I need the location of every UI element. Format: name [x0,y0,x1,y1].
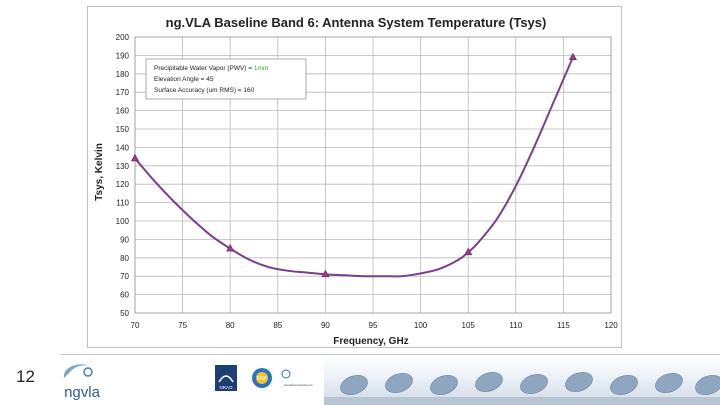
y-tick-label: 60 [120,291,129,300]
legend-pwv-value: 1mm [254,65,268,72]
x-tick-label: 85 [273,321,282,330]
legend-line-surface: Surface Accuracy (um RMS) = 160 [154,87,255,94]
antenna-dish [475,371,503,393]
antenna-dishes [340,371,720,396]
data-point-marker [130,153,140,162]
legend-line-pwv: Precipitable Water Vapor (PWV) = 1mm [154,65,268,72]
y-tick-label: 200 [116,33,130,42]
data-point-marker [321,269,330,278]
antenna-dish [655,372,683,394]
antenna-array-illustration [324,371,720,405]
x-tick-label: 120 [604,321,618,330]
grid-layer [134,36,612,314]
antenna-array-photo [324,355,720,405]
antenna-dish [340,374,368,396]
y-tick-label: 180 [116,70,130,79]
antenna-dish [430,374,458,396]
y-tick-label: 70 [120,272,129,281]
legend-box: Precipitable Water Vapor (PWV) = 1mm Ele… [145,58,307,100]
y-tick-label: 50 [120,309,129,318]
data-point-marker [568,52,577,61]
y-tick-label: 150 [116,125,130,134]
antenna-dish [520,373,548,395]
nrao-logo-arc [218,375,234,383]
page-number: 12 [16,367,35,386]
x-tick-label: 90 [321,321,330,330]
aui-logo-text: Associated Universities Inc. [284,384,314,387]
antenna-dish [610,374,638,396]
x-tick-label: 110 [509,321,522,330]
x-axis-label: Frequency, GHz [333,336,408,347]
aui-logo-mark [281,369,291,379]
legend-elevation-label: Elevation Angle = [154,76,206,83]
nrao-logo-text: NRAO [219,385,233,390]
y-tick-label: 160 [116,107,130,116]
y-tick-label: 170 [116,88,130,97]
axis-layer: 50 60 70 80 90 100 110 120 130 140 150 160 170 180 190… [116,33,619,330]
y-tick-label: 90 [120,235,129,244]
ngvla-logo-text: ngvla [64,384,101,401]
nsf-logo-sun [256,372,268,384]
legend-surface-value: 160 [243,87,254,94]
series-layer [130,52,577,278]
antenna-dish [385,372,413,394]
y-tick-label: 110 [116,199,129,208]
legend-elevation-value: 45 [206,76,214,83]
ngvla-logo-dish [83,367,93,377]
ground [324,397,720,405]
y-tick-label: 100 [116,217,130,226]
nrao-logo-badge [215,365,237,391]
data-point-marker [226,243,235,252]
y-tick-label: 130 [116,162,130,171]
antenna-dish [565,371,593,393]
chart-title: ng.VLA Baseline Band 6: Antenna System T… [166,15,547,30]
nrao-logo: NRAO [215,365,237,391]
chart-svg: ng.VLA Baseline Band 6: Antenna System T… [94,15,619,347]
y-tick-label: 190 [116,51,130,60]
y-tick-label: 140 [116,143,130,152]
series-line-tsys [134,56,574,278]
aui-logo: Associated Universities Inc. [281,369,314,387]
legend-box-border [145,58,307,100]
x-tick-label: 105 [462,321,476,330]
nsf-logo: NSF [252,368,272,388]
x-tick-label: 75 [178,321,187,330]
y-axis-label: Tsys, Kelvin [94,143,105,201]
y-tick-label: 80 [120,254,129,263]
x-tick-label: 115 [557,321,570,330]
data-point-marker [464,247,473,256]
y-tick-label: 120 [116,180,130,189]
x-tick-label: 70 [131,321,140,330]
antenna-dish [695,374,720,396]
ngvla-logo-swoosh [63,364,94,378]
nsf-logo-text: NSF [257,376,267,382]
legend-surface-label: Surface Accuracy (um RMS) = [154,87,243,94]
legend-pwv-label: Precipitable Water Vapor (PWV) = [154,65,254,72]
plot-area-border [134,36,612,314]
ngvla-logo: ngvla [63,364,101,401]
x-tick-label: 95 [369,321,378,330]
chart-frame: ng.VLA Baseline Band 6: Antenna System T… [87,6,622,348]
x-tick-label: 80 [226,321,235,330]
legend-line-elevation: Elevation Angle = 45 [154,76,214,83]
footer-divider [60,354,720,355]
x-tick-label: 100 [414,321,428,330]
